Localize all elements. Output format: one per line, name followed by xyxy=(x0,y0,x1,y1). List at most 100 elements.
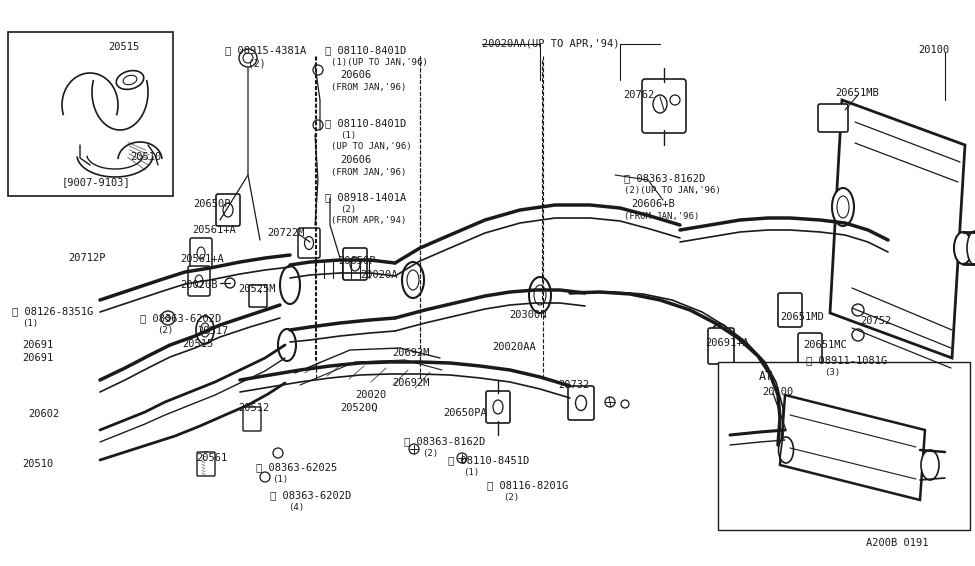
Text: Ⓑ 08110-8401D: Ⓑ 08110-8401D xyxy=(325,45,407,55)
FancyBboxPatch shape xyxy=(343,248,367,280)
Circle shape xyxy=(239,49,257,67)
Circle shape xyxy=(313,120,323,130)
Ellipse shape xyxy=(575,396,587,410)
Text: 20650P: 20650P xyxy=(193,199,230,209)
Text: Ⓝ 08911-1081G: Ⓝ 08911-1081G xyxy=(806,355,887,365)
FancyBboxPatch shape xyxy=(708,328,734,364)
Text: 20510: 20510 xyxy=(130,152,161,162)
Text: AT: AT xyxy=(759,370,773,383)
Ellipse shape xyxy=(493,400,503,414)
Text: Ⓑ 08110-8451D: Ⓑ 08110-8451D xyxy=(448,455,529,465)
Text: (FROM APR,'94): (FROM APR,'94) xyxy=(331,216,407,225)
Text: 20606: 20606 xyxy=(340,155,371,165)
Ellipse shape xyxy=(278,329,296,361)
FancyBboxPatch shape xyxy=(243,407,261,431)
Ellipse shape xyxy=(196,316,214,344)
Ellipse shape xyxy=(967,231,975,265)
Ellipse shape xyxy=(280,266,300,304)
Text: 20100: 20100 xyxy=(918,45,950,55)
Text: (1)(UP TO JAN,'96): (1)(UP TO JAN,'96) xyxy=(331,58,428,67)
Ellipse shape xyxy=(534,285,546,305)
Text: 20606: 20606 xyxy=(340,70,371,80)
Circle shape xyxy=(605,397,615,407)
Circle shape xyxy=(621,400,629,408)
Text: 20020AA(UP TO APR,'94): 20020AA(UP TO APR,'94) xyxy=(482,38,619,48)
Ellipse shape xyxy=(778,437,794,463)
Text: 20517: 20517 xyxy=(197,326,228,336)
Ellipse shape xyxy=(195,275,203,287)
Ellipse shape xyxy=(123,75,136,85)
Ellipse shape xyxy=(832,188,854,226)
Text: (4): (4) xyxy=(288,503,304,512)
Text: 20752: 20752 xyxy=(860,316,891,326)
Text: [9007-9103]: [9007-9103] xyxy=(62,177,131,187)
Ellipse shape xyxy=(921,450,939,480)
Text: (1): (1) xyxy=(272,475,289,484)
Text: (2): (2) xyxy=(157,326,174,335)
Text: 20510: 20510 xyxy=(22,459,54,469)
FancyBboxPatch shape xyxy=(798,333,822,367)
FancyBboxPatch shape xyxy=(188,266,210,296)
Circle shape xyxy=(260,472,270,482)
Text: 20561+A: 20561+A xyxy=(192,225,236,235)
Circle shape xyxy=(243,53,253,63)
Text: (FROM JAN,'96): (FROM JAN,'96) xyxy=(331,168,407,177)
Text: 20692M: 20692M xyxy=(392,348,430,358)
Text: (1): (1) xyxy=(463,468,479,477)
Text: 20561: 20561 xyxy=(196,453,227,463)
Text: 20602: 20602 xyxy=(28,409,59,419)
Text: Ⓑ 08126-8351G: Ⓑ 08126-8351G xyxy=(12,306,94,316)
Text: 20722M: 20722M xyxy=(267,228,304,238)
FancyBboxPatch shape xyxy=(190,238,212,268)
Text: 20300N: 20300N xyxy=(509,310,547,320)
Text: 20606+B: 20606+B xyxy=(631,199,675,209)
Text: Ⓢ 08363-6202D: Ⓢ 08363-6202D xyxy=(140,313,221,323)
Ellipse shape xyxy=(402,262,424,298)
Text: 20020AA: 20020AA xyxy=(492,342,535,352)
Bar xyxy=(8,32,173,196)
FancyBboxPatch shape xyxy=(778,293,802,327)
Ellipse shape xyxy=(201,323,210,337)
Text: 20515: 20515 xyxy=(108,42,139,52)
FancyBboxPatch shape xyxy=(568,386,594,420)
Text: (2): (2) xyxy=(248,58,265,68)
FancyBboxPatch shape xyxy=(642,79,686,133)
Circle shape xyxy=(273,448,283,458)
Text: Ⓑ 08116-8201G: Ⓑ 08116-8201G xyxy=(487,480,568,490)
Text: 20651MD: 20651MD xyxy=(780,312,824,322)
FancyBboxPatch shape xyxy=(298,228,320,258)
Circle shape xyxy=(409,444,419,454)
Ellipse shape xyxy=(304,237,314,250)
Text: 20525M: 20525M xyxy=(238,284,276,294)
Bar xyxy=(718,362,970,530)
Text: Ⓢ 08363-8162D: Ⓢ 08363-8162D xyxy=(404,436,486,446)
Text: (2): (2) xyxy=(340,205,356,214)
Text: 20692M: 20692M xyxy=(392,378,430,388)
Ellipse shape xyxy=(350,257,360,271)
Text: (1): (1) xyxy=(22,319,38,328)
Text: Ⓢ 08363-62025: Ⓢ 08363-62025 xyxy=(256,462,337,472)
Text: Ⓢ 08363-8162D: Ⓢ 08363-8162D xyxy=(624,173,705,183)
Text: 20020B: 20020B xyxy=(180,280,217,290)
Text: 20651MB: 20651MB xyxy=(835,88,878,98)
Ellipse shape xyxy=(197,247,205,259)
Circle shape xyxy=(161,311,175,325)
Circle shape xyxy=(252,286,264,298)
Text: Ⓝ 08918-1401A: Ⓝ 08918-1401A xyxy=(325,192,407,202)
Ellipse shape xyxy=(954,232,972,264)
Text: 20650PA: 20650PA xyxy=(443,408,487,418)
Text: 20520Q: 20520Q xyxy=(340,403,377,413)
Circle shape xyxy=(244,407,260,423)
Circle shape xyxy=(670,95,680,105)
FancyBboxPatch shape xyxy=(249,285,267,307)
Text: 20691+A: 20691+A xyxy=(705,338,749,348)
Text: (1): (1) xyxy=(340,131,356,140)
Text: 20020A: 20020A xyxy=(360,270,398,280)
Text: (2)(UP TO JAN,'96): (2)(UP TO JAN,'96) xyxy=(624,186,721,195)
Ellipse shape xyxy=(529,277,551,313)
Ellipse shape xyxy=(407,270,419,290)
Circle shape xyxy=(457,453,467,463)
Text: 20515: 20515 xyxy=(182,339,214,349)
Text: 20020: 20020 xyxy=(355,390,386,400)
Text: Ⓦ 08915-4381A: Ⓦ 08915-4381A xyxy=(225,45,306,55)
